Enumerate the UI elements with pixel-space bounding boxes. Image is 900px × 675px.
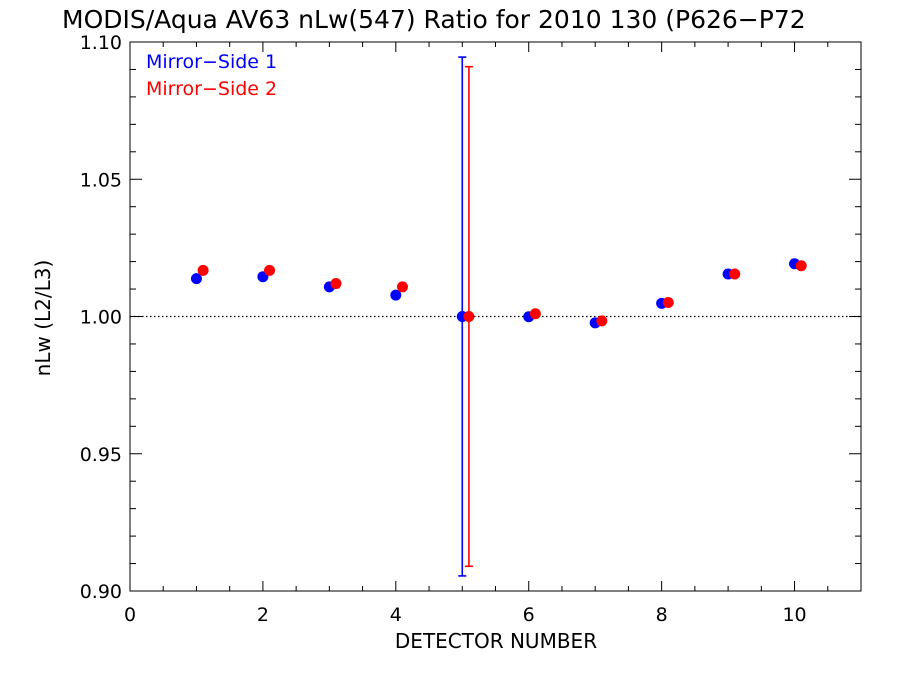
x-tick-label: 6 [523, 604, 535, 626]
data-point-series-2 [795, 260, 807, 272]
legend: Mirror−Side 1 Mirror−Side 2 [146, 51, 277, 100]
legend-entry-series-1: Mirror−Side 1 [146, 51, 277, 73]
x-tick-label: 0 [124, 604, 136, 626]
x-tick-label: 4 [390, 604, 402, 626]
legend-entry-series-2: Mirror−Side 2 [146, 78, 277, 100]
data-point-series-2 [330, 278, 342, 290]
plot-area: 0 2 4 6 8 10 0.90 0.95 1.00 1.05 1.10 [80, 32, 862, 626]
data-point-series-2 [596, 315, 608, 327]
data-point-series-1 [390, 289, 402, 301]
y-axis-label: nLw (L2/L3) [31, 260, 55, 377]
y-tick-label: 1.05 [80, 169, 122, 191]
x-axis-label: DETECTOR NUMBER [395, 629, 597, 653]
data-point-series-2 [529, 308, 541, 320]
data-point-series-2 [729, 268, 741, 280]
data-point-series-2 [662, 297, 674, 309]
chart-title: MODIS/Aqua AV63 nLw(547) Ratio for 2010 … [62, 5, 806, 34]
y-tick-label: 1.10 [80, 32, 122, 54]
data-point-series-2 [463, 311, 475, 322]
y-tick-label: 0.90 [80, 581, 122, 603]
y-tick-label: 1.00 [80, 307, 122, 329]
data-point-series-2 [396, 281, 408, 293]
x-tick-label: 10 [782, 604, 806, 626]
data-point-series-2 [197, 264, 209, 276]
x-tick-label: 8 [656, 604, 668, 626]
x-tick-label: 2 [257, 604, 269, 626]
data-point-series-2 [264, 264, 276, 276]
data-point-series-1 [190, 273, 202, 285]
y-tick-label: 0.95 [80, 444, 122, 466]
